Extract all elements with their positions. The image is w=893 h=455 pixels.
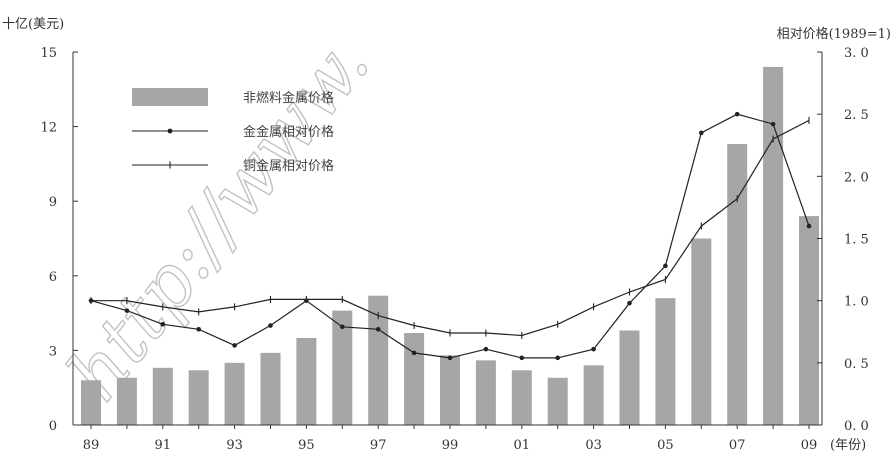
bar-group: [81, 66, 819, 426]
series-1-point-01: [519, 355, 525, 361]
series-1-point-97: [375, 326, 381, 332]
series-1-point-07: [734, 111, 740, 117]
left-tick-label-5: 15: [40, 46, 57, 61]
bar-01: [511, 370, 532, 425]
left-tick-label-0: 0: [49, 419, 57, 434]
bar-05: [655, 298, 676, 425]
legend-copper-label: 铜金属相对价格: [243, 158, 334, 174]
bar-92: [188, 370, 209, 425]
bar-98: [404, 332, 425, 425]
bar-93: [224, 362, 245, 425]
left-axis-label: 十亿(美元): [2, 17, 64, 32]
bar-03: [583, 365, 604, 425]
series-1-point-02: [555, 355, 560, 361]
x-axis-unit: (年份): [830, 438, 866, 453]
bar-00: [475, 360, 496, 425]
bar-06: [691, 238, 712, 425]
bar-89: [81, 380, 101, 425]
bar-97: [368, 295, 389, 425]
left-tick-label-1: 3: [49, 344, 57, 359]
legend: 非燃料金属价格 金金属相对价格 铜金属相对价格: [132, 88, 334, 174]
right-tick-label-5: 2. 5: [844, 108, 869, 123]
x-tick-label-99: 99: [442, 438, 459, 453]
left-tick-label-3: 9: [49, 195, 57, 210]
series-1-point-98: [411, 350, 417, 356]
bar-90: [116, 377, 137, 425]
series-1-point-06: [699, 130, 704, 136]
legend-bar-label: 非燃料金属价格: [243, 90, 334, 106]
right-tick-label-2: 1. 0: [844, 295, 869, 310]
x-tick-label-93: 93: [226, 438, 243, 453]
bar-99: [440, 355, 460, 425]
bar-09: [799, 216, 819, 425]
series-1-point-09: [806, 223, 812, 229]
x-tick-label-91: 91: [155, 438, 172, 453]
right-tick-label-3: 1. 5: [844, 233, 869, 248]
legend-gold-label: 金金属相对价格: [243, 124, 334, 140]
series-1-point-04: [627, 300, 632, 306]
right-tick-label-0: 0. 0: [844, 419, 869, 434]
right-tick-label-4: 2. 0: [844, 170, 869, 185]
x-tick-label-03: 03: [585, 438, 602, 453]
bar-96: [332, 310, 353, 425]
series-1-point-05: [663, 263, 668, 269]
right-tick-label-1: 0. 5: [844, 357, 869, 372]
x-tick-label-07: 07: [729, 438, 746, 453]
series-1-point-90: [124, 308, 130, 313]
bar-04: [619, 330, 640, 425]
x-tick-label-05: 05: [657, 438, 674, 453]
right-axis-label: 相对价格(1989=1): [777, 26, 891, 42]
series-1-point-93: [232, 343, 237, 348]
series-1-point-92: [196, 326, 201, 332]
x-tick-label-01: 01: [514, 438, 531, 453]
series-1-point-99: [447, 355, 453, 361]
x-tick-label-09: 09: [801, 438, 818, 453]
right-tick-label-6: 3. 0: [844, 46, 869, 61]
series-1-point-03: [591, 346, 596, 352]
left-tick-label-4: 12: [40, 121, 57, 136]
bar-07: [727, 144, 748, 426]
bar-02: [547, 377, 568, 425]
x-tick-label-95: 95: [298, 438, 315, 453]
bar-08: [763, 66, 784, 426]
bar-91: [152, 367, 173, 425]
axes: [72, 51, 823, 429]
legend-bar-swatch: [132, 88, 208, 106]
series-1-point-91: [160, 321, 166, 327]
bar-94: [260, 352, 281, 425]
x-tick-label-97: 97: [370, 438, 387, 453]
x-tick-label-89: 89: [83, 438, 100, 453]
series-1-point-00: [483, 346, 489, 352]
line-group: [88, 111, 812, 361]
left-tick-label-2: 6: [49, 270, 57, 285]
series-1-point-96: [340, 324, 345, 330]
series-1-point-94: [268, 323, 273, 328]
bar-95: [296, 337, 317, 425]
legend-gold-marker: [167, 128, 173, 134]
series-1-point-08: [770, 121, 776, 127]
